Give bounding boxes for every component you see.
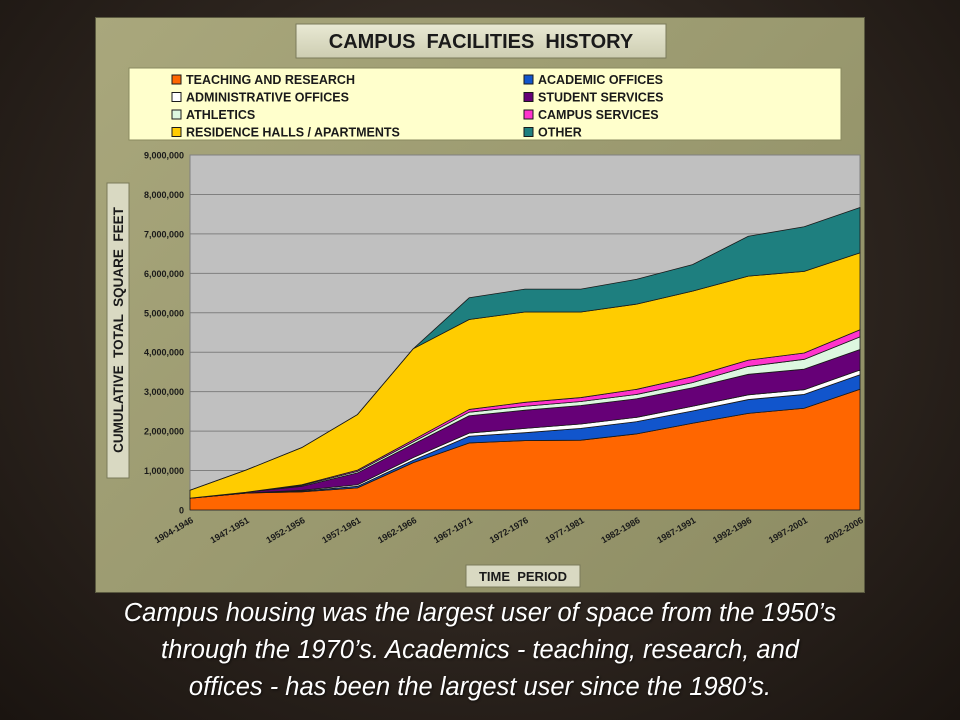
caption-line-1: Campus housing was the largest user of s… <box>123 599 837 627</box>
x-tick-labels: 1904-1946 1947-1951 1952-1956 1957-1961 1962… <box>153 515 865 545</box>
legend-label-residence-halls-apartments: RESIDENCE HALLS / APARTMENTS <box>186 126 400 140</box>
x-tick-label: 1982-1986 <box>599 515 641 545</box>
x-tick-label: 1987-1991 <box>655 515 697 545</box>
caption: Campus housing was the largest user of s… <box>0 595 960 706</box>
y-tick-label: 2,000,000 <box>144 427 184 437</box>
chart-panel: CAMPUS FACILITIES HISTORY TEACHING AND R… <box>95 17 865 593</box>
chart-title: CAMPUS FACILITIES HISTORY <box>329 31 634 53</box>
y-tick-label: 3,000,000 <box>144 387 184 397</box>
area-series <box>189 207 861 511</box>
y-tick-label: 4,000,000 <box>144 348 184 358</box>
y-tick-label: 0 <box>179 506 184 516</box>
x-tick-label: 1972-1976 <box>488 515 530 545</box>
legend-swatch <box>523 74 534 85</box>
legend-swatch <box>171 92 182 102</box>
x-tick-label: 1962-1966 <box>376 515 418 545</box>
legend-label-campus-services: CAMPUS SERVICES <box>538 108 659 122</box>
legend-label-athletics: ATHLETICS <box>186 108 255 122</box>
y-tick-label: 8,000,000 <box>144 190 184 200</box>
y-tick-label: 6,000,000 <box>144 269 184 279</box>
x-tick-label: 1957-1961 <box>320 515 362 545</box>
legend-label-student-services: STUDENT SERVICES <box>538 91 664 105</box>
x-tick-label: 1977-1981 <box>544 515 586 545</box>
legend-swatch <box>171 74 182 85</box>
y-axis-label-box <box>106 182 130 479</box>
legend: TEACHING AND RESEARCH ACADEMIC OFFICES ADM… <box>171 73 664 140</box>
stacked-area-chart: CAMPUS FACILITIES HISTORY TEACHING AND R… <box>106 23 865 588</box>
legend-label-teaching-and-research: TEACHING AND RESEARCH <box>186 73 355 87</box>
x-tick-label: 1967-1971 <box>432 515 474 545</box>
legend-swatch <box>523 127 534 137</box>
caption-line-3: offices - has been the largest user sinc… <box>188 673 772 701</box>
legend-label-other: OTHER <box>538 126 582 140</box>
x-axis-label-box <box>465 564 581 588</box>
x-tick-label: 1952-1956 <box>264 515 306 545</box>
caption-line-2: through the 1970’s. Academics - teaching… <box>161 636 799 664</box>
legend-swatch <box>171 127 182 137</box>
chart-title-box <box>295 23 667 59</box>
legend-swatch <box>523 109 534 120</box>
y-tick-label: 1,000,000 <box>144 466 184 476</box>
x-tick-label: 1997-2001 <box>767 515 809 545</box>
legend-box <box>128 67 842 141</box>
x-tick-label: 1947-1951 <box>209 515 251 545</box>
x-axis-label: TIME PERIOD <box>479 569 567 584</box>
x-tick-label: 1904-1946 <box>153 515 195 545</box>
y-tick-label: 7,000,000 <box>144 229 184 239</box>
legend-label-academic-offices: ACADEMIC OFFICES <box>538 73 663 87</box>
legend-swatch <box>171 109 182 120</box>
y-tick-label: 5,000,000 <box>144 308 184 318</box>
x-tick-label: 2002-2006 <box>823 515 865 545</box>
y-tick-label: 9,000,000 <box>144 151 184 161</box>
legend-label-administrative-offices: ADMINISTRATIVE OFFICES <box>186 91 349 105</box>
area-other <box>189 207 861 491</box>
x-tick-label: 1992-1996 <box>711 515 753 545</box>
y-axis-label: CUMULATIVE TOTAL SQUARE FEET <box>111 206 126 453</box>
y-tick-labels: 0 1,000,000 2,000,000 3,000,000 4,000,000 5,0… <box>144 151 184 516</box>
legend-swatch <box>523 92 534 102</box>
